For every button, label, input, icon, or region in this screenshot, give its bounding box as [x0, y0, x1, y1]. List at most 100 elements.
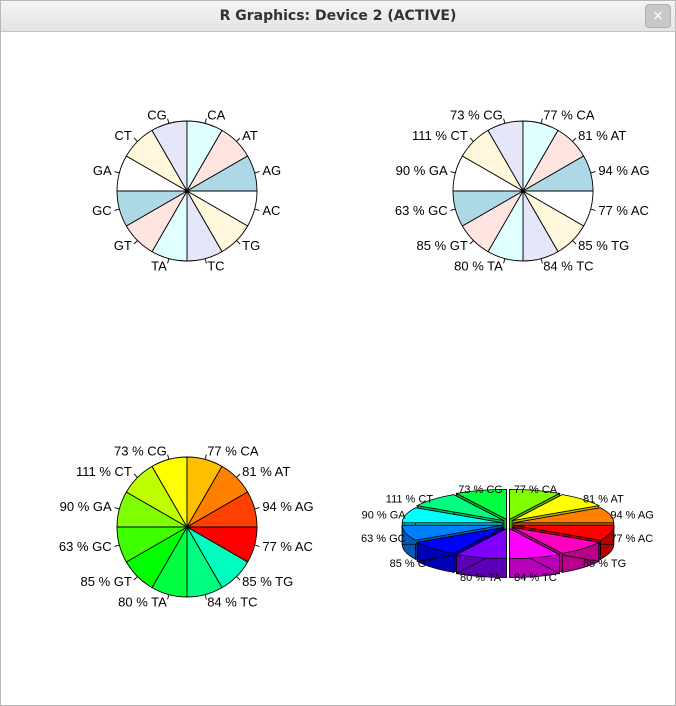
pie-label: 111 % CT [412, 128, 468, 143]
pie-label: TA [151, 258, 167, 273]
pie-slice-top [509, 527, 561, 560]
pie-label: 90 % GA [60, 499, 112, 514]
pie-label-tick [540, 118, 543, 124]
pie-slice-top [415, 526, 504, 554]
pie-label: 85 % GT [390, 558, 434, 570]
pie-label-tick [590, 208, 596, 211]
pie-label-tick [167, 454, 170, 460]
pie-slice-top [401, 524, 503, 541]
pie-label-tick [450, 208, 456, 211]
pie-label-tick [254, 507, 260, 510]
pie-label-tick [469, 137, 474, 142]
pie-label: 77 % AC [598, 203, 649, 218]
pie-label: 77 % AC [262, 539, 313, 554]
plot-canvas: AC TG TC TA GT GC GA CT CG CA AT AG 77 % AC 85 % TG 84… [1, 32, 675, 705]
pie-label: 73 % CG [450, 108, 503, 123]
pie-label-tick [540, 258, 543, 264]
pie-label: 81 % AT [583, 494, 624, 506]
pie-label-tick [450, 171, 456, 174]
pie-label-tick [503, 118, 506, 124]
pie-label-tick [236, 576, 241, 581]
pie-label: 63 % GC [361, 533, 406, 545]
pie-label: 80 % TA [118, 594, 167, 609]
pie-label-tick [254, 544, 260, 547]
pie-label: 77 % CA [514, 484, 558, 496]
pie-label-tick [167, 594, 170, 600]
pie-label: CT [115, 128, 132, 143]
pie-label-tick [133, 576, 138, 581]
pie-label: 85 % GT [417, 238, 468, 253]
pie-label: 84 % TC [543, 258, 593, 273]
pie-label: 85 % TG [583, 558, 626, 570]
pie-slice-top [401, 507, 503, 524]
pie-label-tick [133, 240, 138, 245]
pie-label: 85 % TG [578, 238, 629, 253]
pie-label: 81 % AT [242, 464, 290, 479]
pie-slice-top [455, 488, 507, 521]
pie-label: 84 % TC [514, 572, 557, 584]
pie-label: 80 % TA [460, 572, 502, 584]
pie-slice-top [512, 526, 601, 554]
pie-label-tick [590, 171, 596, 174]
plot-area: AC TG TC TA GT GC GA CT CG CA AT AG 77 % AC 85 % TG 84… [59, 108, 654, 610]
pie-label-tick [572, 137, 577, 142]
pie-label-tick [236, 473, 241, 478]
pie-label-tick [133, 473, 138, 478]
pie-label: 111 % CT [386, 494, 434, 506]
pie-label: GA [93, 163, 112, 178]
pie-label: 81 % AT [578, 128, 626, 143]
pie-label-tick [167, 118, 170, 124]
pie-label: CA [207, 108, 225, 123]
pie-slice-top [513, 507, 615, 524]
pie-label: TG [242, 238, 260, 253]
pie-label: AC [262, 203, 280, 218]
pie-label: CG [147, 108, 167, 123]
pie-label: GT [114, 238, 132, 253]
pie-label: AT [242, 128, 258, 143]
pie-label-tick [133, 137, 138, 142]
pie-label-tick [204, 454, 207, 460]
pie-label-tick [114, 171, 120, 174]
pie-label: 77 % CA [543, 108, 595, 123]
pie-label-tick [572, 240, 577, 245]
pie-label: 63 % GC [395, 203, 448, 218]
pie-label: TC [207, 258, 224, 273]
pie-label: 94 % AG [610, 510, 653, 522]
pie-slice-tc [509, 527, 561, 579]
pie-slice-ta [455, 527, 507, 579]
pie-label-tick [167, 258, 170, 264]
pie-chart-4: 77 % AC 85 % TG 84 % TC 80 % TA 85 % GT 63 % … [361, 484, 654, 584]
pie-slice-top [513, 524, 615, 541]
title-bar[interactable]: R Graphics: Device 2 (ACTIVE) × [1, 1, 675, 32]
pie-label: 85 % TG [242, 574, 293, 589]
pie-label: 90 % GA [396, 163, 448, 178]
pie-label: 77 % CA [207, 444, 259, 459]
pie-label: 111 % CT [76, 464, 132, 479]
pie-label: 84 % TC [207, 594, 257, 609]
close-button[interactable]: × [645, 4, 671, 28]
pie-label: 94 % AG [262, 499, 313, 514]
pie-label: 63 % GC [59, 539, 112, 554]
pie-label-tick [236, 240, 241, 245]
pie-label: 77 % AC [610, 533, 653, 545]
pie-label-tick [204, 258, 207, 264]
pie-label-tick [236, 137, 241, 142]
pie-chart-3: 77 % AC 85 % TG 84 % TC 80 % TA 85 % GT 63 % … [59, 444, 314, 610]
pie-label-tick [204, 594, 207, 600]
pie-label-tick [114, 208, 120, 211]
pie-slice-top [509, 488, 561, 521]
pie-label: 85 % GT [81, 574, 132, 589]
pie-label-tick [254, 171, 260, 174]
pie-chart-1: AC TG TC TA GT GC GA CT CG CA AT AG [92, 108, 281, 274]
pie-label-tick [503, 258, 506, 264]
pie-label-tick [254, 208, 260, 211]
pie-label-tick [114, 507, 120, 510]
pie-label-tick [114, 544, 120, 547]
pie-label: 94 % AG [598, 163, 649, 178]
pie-label: 90 % GA [362, 510, 407, 522]
pie-label: 73 % CG [458, 484, 503, 496]
pie-chart-2: 77 % AC 85 % TG 84 % TC 80 % TA 85 % GT 63 % … [395, 108, 650, 274]
pie-label: GC [92, 203, 112, 218]
pie-label: AG [262, 163, 281, 178]
